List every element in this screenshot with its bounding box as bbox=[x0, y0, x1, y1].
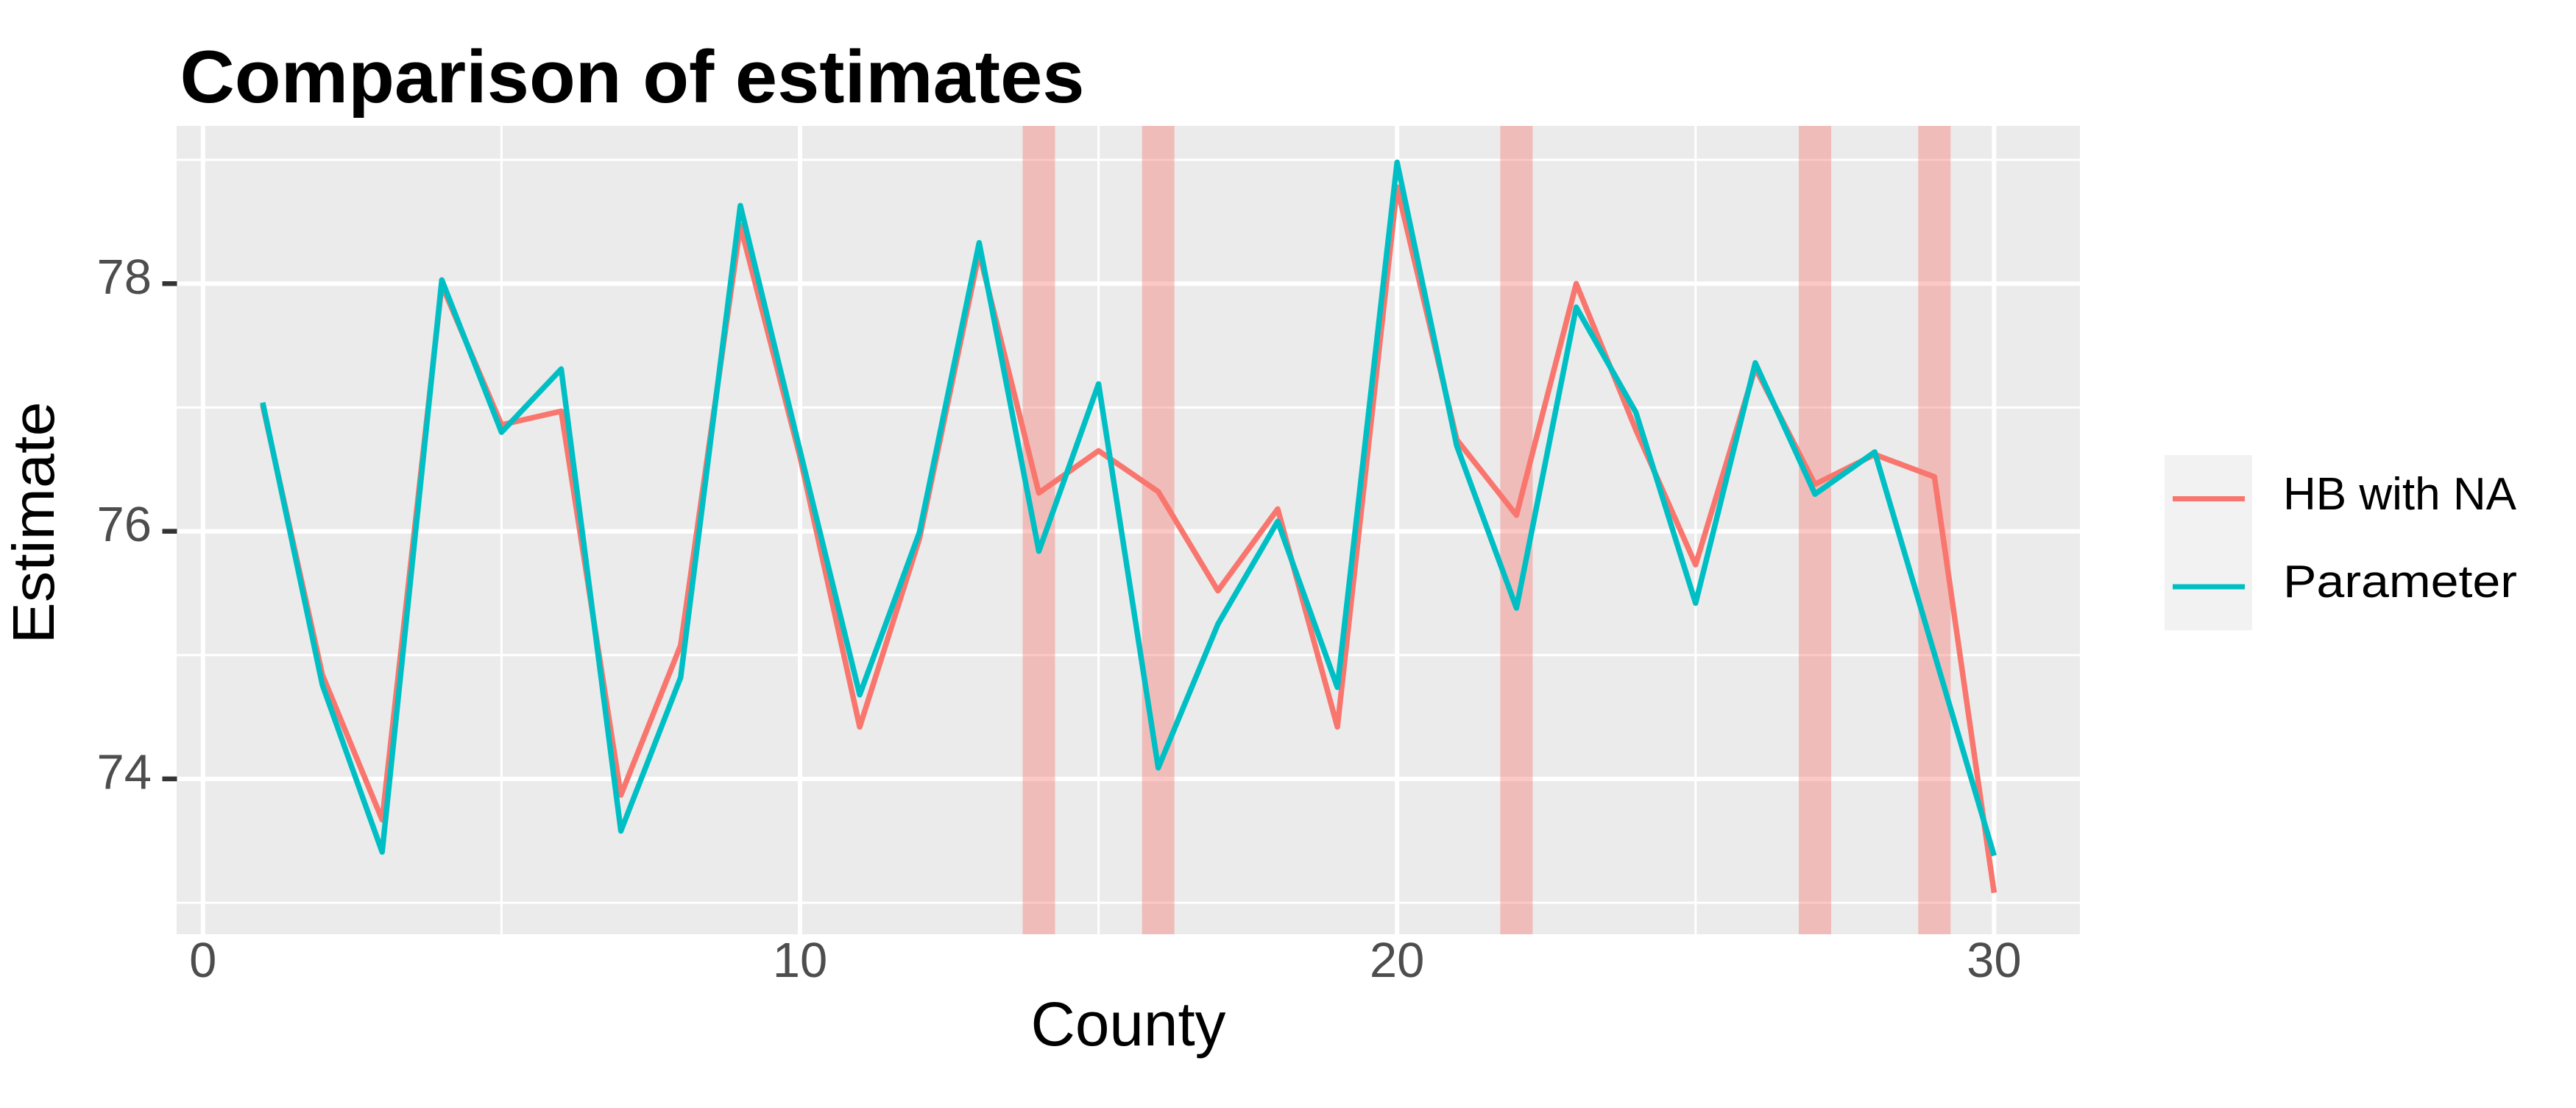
svg-text:76: 76 bbox=[96, 497, 152, 552]
svg-text:30: 30 bbox=[1967, 933, 2022, 988]
svg-text:HB with NA: HB with NA bbox=[2283, 469, 2517, 520]
svg-text:County: County bbox=[1031, 989, 1226, 1059]
svg-text:Estimate: Estimate bbox=[1, 402, 66, 644]
svg-text:0: 0 bbox=[189, 933, 216, 988]
svg-text:74: 74 bbox=[96, 745, 152, 800]
svg-text:20: 20 bbox=[1370, 933, 1425, 988]
svg-text:10: 10 bbox=[773, 933, 828, 988]
svg-text:Comparison of estimates: Comparison of estimates bbox=[180, 36, 1085, 119]
svg-text:78: 78 bbox=[96, 250, 152, 305]
svg-text:Parameter: Parameter bbox=[2283, 557, 2517, 607]
